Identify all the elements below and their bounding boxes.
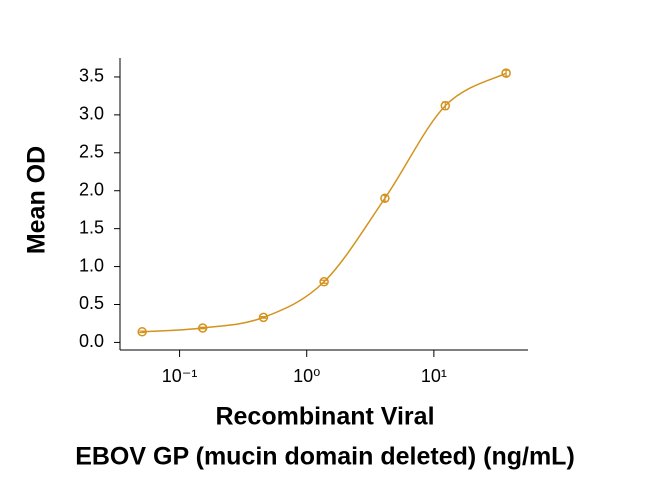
data-point	[501, 68, 511, 78]
error-bar	[139, 330, 146, 334]
y-tick-label: 1.0	[79, 255, 104, 275]
data-point	[258, 312, 269, 323]
y-tick-label: 0.5	[79, 293, 104, 313]
x-tick-label: 10¹	[421, 366, 447, 386]
data-point	[319, 276, 329, 287]
y-tick-label: 2.5	[79, 142, 104, 162]
x-axis-title: Recombinant Viral	[215, 403, 434, 431]
fit-curve	[142, 72, 507, 333]
x-tick-label: 10⁻¹	[162, 366, 198, 386]
y-tick-label: 0.0	[79, 331, 104, 351]
y-tick-label: 2.0	[79, 179, 104, 199]
error-bar	[199, 326, 206, 330]
y-tick-label: 1.5	[79, 217, 104, 237]
error-bar	[260, 316, 267, 319]
data-point	[440, 101, 451, 111]
y-tick-label: 3.0	[79, 104, 104, 124]
y-axis-title: Mean OD	[23, 146, 51, 254]
y-tick-label: 3.5	[79, 66, 104, 86]
data-point	[137, 327, 147, 337]
error-bar	[321, 279, 328, 284]
x-tick-label: 10⁰	[293, 366, 320, 386]
error-bar	[503, 69, 510, 77]
data-point	[197, 323, 208, 333]
data-point	[380, 193, 390, 204]
x-axis-title: EBOV GP (mucin domain deleted) (ng/mL)	[75, 443, 575, 471]
